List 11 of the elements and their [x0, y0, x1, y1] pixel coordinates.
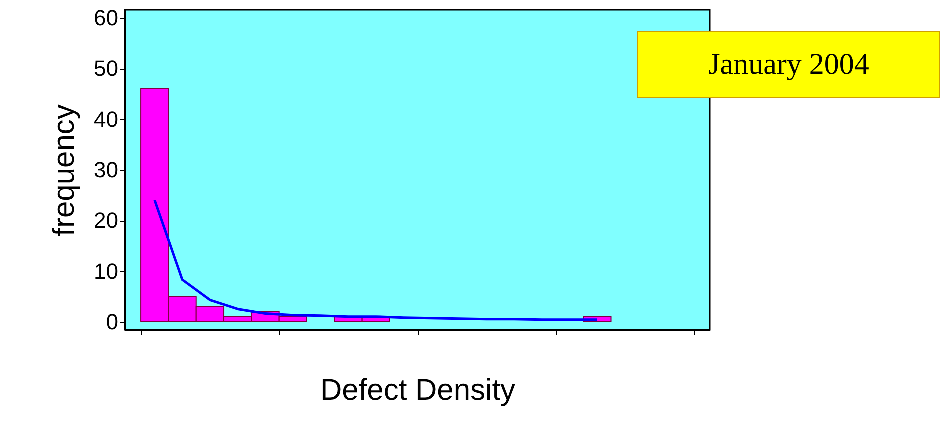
y-tick-label: 30 — [94, 158, 118, 182]
y-tick-label: 0 — [106, 309, 118, 334]
y-axis-title: frequency — [48, 104, 82, 236]
x-axis-title: Defect Density — [320, 374, 516, 407]
text: January 2004 — [708, 48, 870, 81]
y-tick-label: 20 — [94, 208, 118, 234]
line-series — [154, 199, 599, 322]
y-tick-label: 40 — [94, 106, 118, 132]
y-tick-label: 10 — [94, 258, 118, 284]
y-tick-label: 60 — [94, 6, 118, 31]
y-tick-label: 50 — [94, 56, 118, 82]
